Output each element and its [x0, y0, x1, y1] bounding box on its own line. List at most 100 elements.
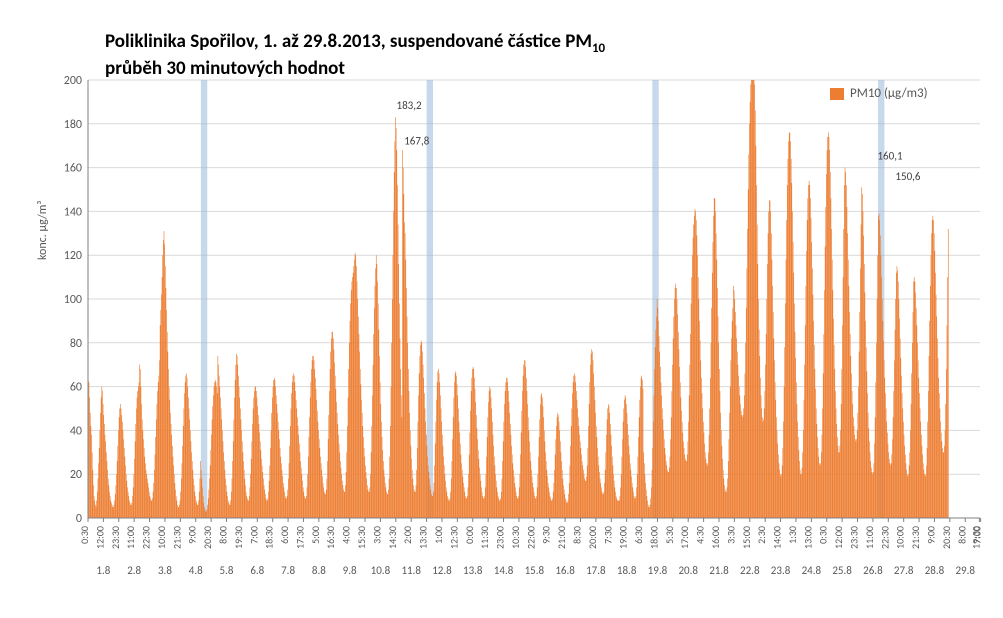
svg-text:150,6: 150,6: [895, 170, 920, 183]
svg-text:20:00: 20:00: [586, 526, 599, 549]
chart-page: Poliklinika Spořilov, 1. až 29.8.2013, s…: [0, 0, 1003, 616]
svg-text:15:00: 15:00: [740, 526, 753, 549]
svg-text:11:30: 11:30: [478, 526, 491, 549]
svg-text:22:30: 22:30: [140, 526, 153, 549]
svg-text:13:00: 13:00: [801, 526, 814, 549]
svg-text:23:30: 23:30: [848, 526, 861, 549]
svg-text:26.8: 26.8: [863, 564, 883, 577]
svg-text:22:00: 22:00: [524, 526, 537, 549]
svg-text:21:30: 21:30: [909, 526, 922, 549]
legend-label: PM10 (µg/m3): [850, 86, 928, 101]
svg-text:25.8: 25.8: [832, 564, 852, 577]
svg-text:9:30: 9:30: [540, 526, 553, 544]
svg-text:20:30: 20:30: [201, 526, 214, 549]
svg-text:12:00: 12:00: [832, 526, 845, 549]
svg-text:9:00: 9:00: [924, 526, 937, 544]
svg-text:1:30: 1:30: [786, 526, 799, 544]
svg-text:23:30: 23:30: [109, 526, 122, 549]
svg-text:8:30: 8:30: [570, 526, 583, 544]
svg-text:6:30: 6:30: [632, 526, 645, 544]
svg-text:27.8: 27.8: [894, 564, 914, 577]
svg-text:160,1: 160,1: [877, 149, 902, 162]
svg-text:9:00: 9:00: [186, 526, 199, 544]
svg-text:200: 200: [64, 74, 82, 88]
svg-text:8:00: 8:00: [955, 526, 968, 544]
svg-text:8.8: 8.8: [312, 564, 326, 577]
svg-text:18:30: 18:30: [263, 526, 276, 549]
svg-text:40: 40: [70, 424, 82, 438]
svg-text:23.8: 23.8: [771, 564, 791, 577]
svg-text:12:00: 12:00: [93, 526, 106, 549]
svg-text:22:30: 22:30: [878, 526, 891, 549]
svg-text:80: 80: [70, 337, 82, 351]
svg-text:3.8: 3.8: [158, 564, 172, 577]
svg-text:0:00: 0:00: [463, 526, 476, 544]
svg-text:1:00: 1:00: [432, 526, 445, 544]
svg-text:120: 120: [64, 249, 82, 263]
svg-text:10.8: 10.8: [371, 564, 391, 577]
svg-text:17:30: 17:30: [293, 526, 306, 549]
svg-text:11.8: 11.8: [401, 564, 421, 577]
svg-text:0: 0: [76, 512, 82, 526]
svg-text:5:30: 5:30: [663, 526, 676, 544]
svg-text:4:30: 4:30: [694, 526, 707, 544]
svg-text:18.8: 18.8: [617, 564, 637, 577]
svg-text:140: 140: [64, 205, 82, 219]
svg-text:6.8: 6.8: [250, 564, 264, 577]
svg-text:16.8: 16.8: [555, 564, 575, 577]
svg-text:5:00: 5:00: [309, 526, 322, 544]
svg-text:60: 60: [70, 381, 82, 395]
svg-text:3:00: 3:00: [370, 526, 383, 544]
svg-text:14:30: 14:30: [386, 526, 399, 549]
svg-text:5.8: 5.8: [220, 564, 234, 577]
svg-text:29.8: 29.8: [955, 564, 975, 577]
svg-text:7.8: 7.8: [281, 564, 295, 577]
svg-text:22.8: 22.8: [740, 564, 760, 577]
svg-text:21:30: 21:30: [170, 526, 183, 549]
svg-text:24.8: 24.8: [802, 564, 822, 577]
svg-text:0:30: 0:30: [78, 526, 91, 544]
svg-text:9.8: 9.8: [343, 564, 357, 577]
svg-text:11:00: 11:00: [863, 526, 876, 549]
svg-text:16:00: 16:00: [709, 526, 722, 549]
svg-text:21:00: 21:00: [555, 526, 568, 549]
svg-text:11:00: 11:00: [124, 526, 137, 549]
svg-text:180: 180: [64, 118, 82, 132]
svg-text:13.8: 13.8: [463, 564, 483, 577]
svg-text:15.8: 15.8: [525, 564, 545, 577]
svg-text:19.8: 19.8: [648, 564, 668, 577]
svg-text:6:00: 6:00: [278, 526, 291, 544]
svg-text:12.8: 12.8: [432, 564, 452, 577]
svg-text:2.8: 2.8: [127, 564, 141, 577]
svg-text:100: 100: [64, 293, 82, 307]
svg-text:4:00: 4:00: [340, 526, 353, 544]
svg-text:10:30: 10:30: [509, 526, 522, 549]
svg-text:16:30: 16:30: [324, 526, 337, 549]
svg-text:13:30: 13:30: [417, 526, 430, 549]
svg-text:7:30: 7:30: [601, 526, 614, 544]
svg-text:17.8: 17.8: [586, 564, 606, 577]
svg-text:14:00: 14:00: [771, 526, 784, 549]
svg-text:19:30: 19:30: [232, 526, 245, 549]
legend-swatch: [830, 88, 844, 100]
svg-text:167,8: 167,8: [404, 135, 429, 148]
svg-text:2:30: 2:30: [755, 526, 768, 544]
svg-text:12:30: 12:30: [447, 526, 460, 549]
svg-text:1.8: 1.8: [96, 564, 110, 577]
svg-text:7:00: 7:00: [971, 526, 984, 544]
svg-text:183,2: 183,2: [397, 99, 422, 112]
svg-text:19:00: 19:00: [617, 526, 630, 549]
svg-text:28.8: 28.8: [925, 564, 945, 577]
svg-text:10:00: 10:00: [894, 526, 907, 549]
svg-text:20:30: 20:30: [940, 526, 953, 549]
svg-text:160: 160: [64, 162, 82, 176]
svg-text:2:00: 2:00: [401, 526, 414, 544]
svg-text:15:30: 15:30: [355, 526, 368, 549]
svg-text:3:30: 3:30: [724, 526, 737, 544]
svg-text:18:00: 18:00: [647, 526, 660, 549]
svg-text:7:00: 7:00: [247, 526, 260, 544]
svg-text:20.8: 20.8: [678, 564, 698, 577]
svg-text:17:00: 17:00: [678, 526, 691, 549]
svg-text:4.8: 4.8: [189, 564, 203, 577]
svg-text:14.8: 14.8: [494, 564, 514, 577]
